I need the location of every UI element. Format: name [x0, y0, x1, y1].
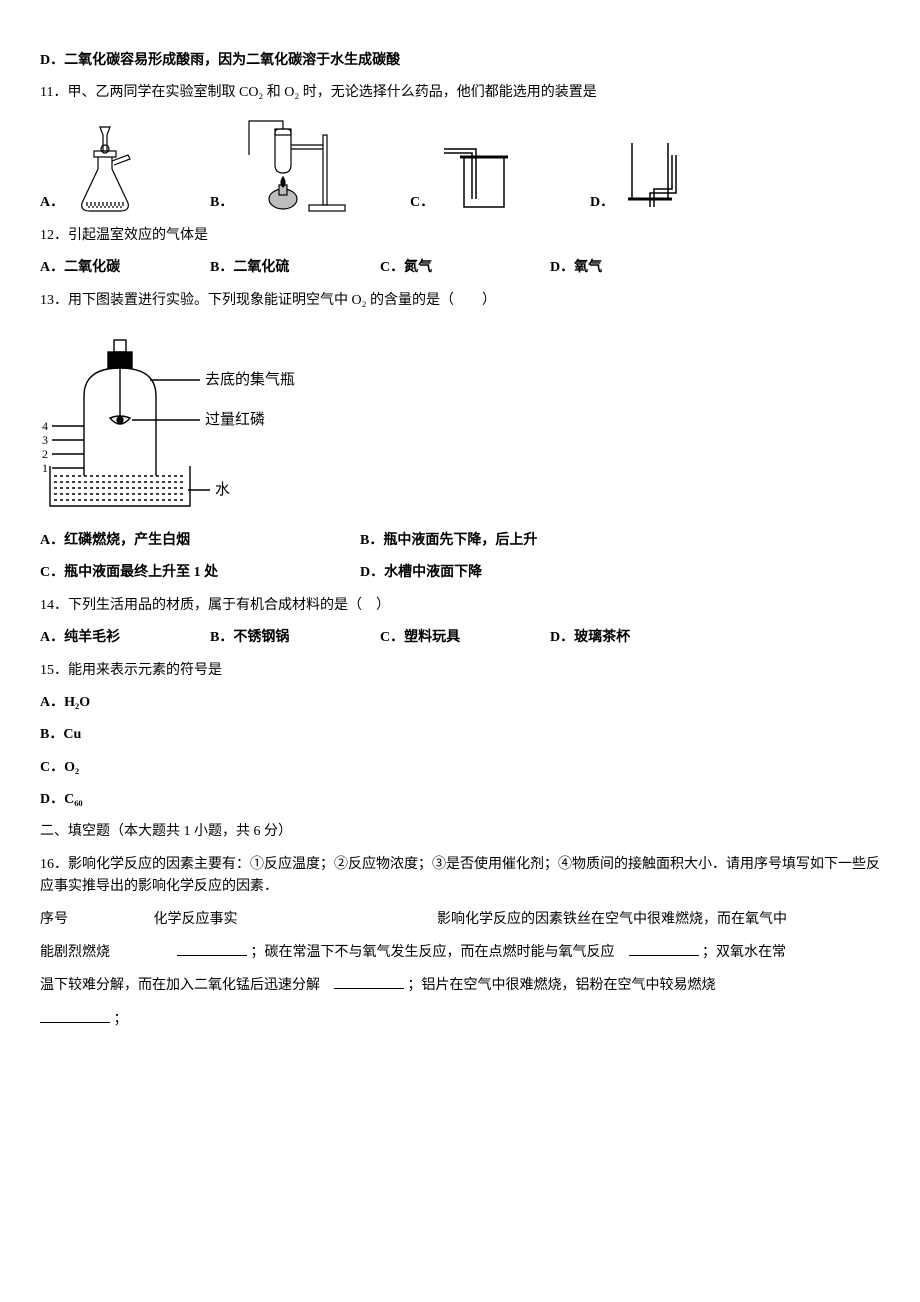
- q13-c: C．瓶中液面最终上升至 1 处: [40, 562, 360, 584]
- q13-options-row2: C．瓶中液面最终上升至 1 处 D．水槽中液面下降: [40, 562, 880, 584]
- q14-a: A．纯羊毛衫: [40, 627, 210, 649]
- q16-p4a: 温下较难分解，而在加入二氧化锰后迅速分解: [40, 978, 320, 993]
- q16-p5: ；: [40, 1008, 880, 1031]
- q15-stem: 15．能用来表示元素的符号是: [40, 660, 880, 682]
- q13-label-bottle: 去底的集气瓶: [205, 371, 295, 388]
- q13-a: A．红磷燃烧，产生白烟: [40, 530, 360, 552]
- q11-opt-b: B．: [210, 115, 400, 215]
- blank-2[interactable]: [629, 941, 699, 956]
- q16-p3c: ；双氧水在常: [702, 945, 786, 960]
- q16-p2: 序号 化学反应事实 影响化学反应的因素铁丝在空气中很难燃烧，而在氧气中: [40, 909, 880, 931]
- phosphorus-apparatus-icon: 4 3 2 1 去底的集气瓶 过量红磷 水: [40, 326, 300, 516]
- q13-stem: 13．用下图装置进行实验。下列现象能证明空气中 O₂ 的含量的是（ ）: [40, 290, 880, 312]
- q13-label-phosphorus: 过量红磷: [205, 411, 265, 428]
- blank-4[interactable]: [40, 1008, 110, 1023]
- q11-opt-a: A．: [40, 125, 200, 215]
- downward-collection-icon: [620, 135, 680, 215]
- q16-p3b: ；碳在常温下不与氧气发生反应，而在点燃时能与氧气反应: [251, 945, 615, 960]
- svg-text:3: 3: [42, 433, 48, 447]
- q11-stem: 11．甲、乙两同学在实验室制取 CO₂ 和 O₂ 时，无论选择什么药品，他们都能…: [40, 82, 880, 104]
- upward-collection-icon: [440, 145, 520, 215]
- q15-b: B．Cu: [40, 724, 880, 746]
- q14-d: D．玻璃茶杯: [550, 627, 720, 649]
- q15-a: A．H₂O: [40, 692, 880, 714]
- q11-c-label: C．: [410, 192, 434, 214]
- q15-d: D．C₆₀: [40, 789, 880, 811]
- q13-options-row1: A．红磷燃烧，产生白烟 B．瓶中液面先下降，后上升: [40, 530, 880, 552]
- flask-apparatus-icon: [70, 125, 140, 215]
- q11-options: A． B．: [40, 115, 880, 215]
- q14-c: C．塑料玩具: [380, 627, 550, 649]
- q14-options: A．纯羊毛衫 B．不锈钢锅 C．塑料玩具 D．玻璃茶杯: [40, 627, 880, 649]
- q14-b: B．不锈钢锅: [210, 627, 380, 649]
- q10-option-d: D．二氧化碳容易形成酸雨，因为二氧化碳溶于水生成碳酸: [40, 50, 880, 72]
- q12-stem: 12．引起温室效应的气体是: [40, 225, 880, 247]
- q13-b: B．瓶中液面先下降，后上升: [360, 530, 680, 552]
- svg-text:4: 4: [42, 419, 48, 433]
- q11-d-label: D．: [590, 192, 614, 214]
- q12-b: B．二氧化硫: [210, 257, 380, 279]
- blank-1[interactable]: [177, 941, 247, 956]
- q11-opt-c: C．: [410, 145, 580, 215]
- q12-c: C．氮气: [380, 257, 550, 279]
- q11-opt-d: D．: [590, 135, 680, 215]
- q15-c: C．O₂: [40, 757, 880, 779]
- q16-p3a: 能剧烈燃烧: [40, 945, 110, 960]
- heating-apparatus-icon: [239, 115, 349, 215]
- q16-p2a: 序号: [40, 909, 150, 931]
- q13-diagram: 4 3 2 1 去底的集气瓶 过量红磷 水: [40, 326, 880, 516]
- q16-p3: 能剧烈燃烧 ；碳在常温下不与氧气发生反应，而在点燃时能与氧气反应 ；双氧水在常: [40, 941, 880, 964]
- q12-d: D．氧气: [550, 257, 720, 279]
- q16-p4b: ；铝片在空气中很难燃烧，铝粉在空气中较易燃烧: [408, 978, 716, 993]
- q16-p1: 16．影响化学反应的因素主要有：①反应温度；②反应物浓度；③是否使用催化剂；④物…: [40, 854, 880, 899]
- q13-d: D．水槽中液面下降: [360, 562, 680, 584]
- q11-b-label: B．: [210, 192, 233, 214]
- q16-p5-text: ；: [114, 1012, 128, 1027]
- q12-a: A．二氧化碳: [40, 257, 210, 279]
- q12-options: A．二氧化碳 B．二氧化硫 C．氮气 D．氧气: [40, 257, 880, 279]
- q10d-text: D．二氧化碳容易形成酸雨，因为二氧化碳溶于水生成碳酸: [40, 53, 400, 68]
- svg-text:2: 2: [42, 447, 48, 461]
- q16-p2b: 化学反应事实: [154, 909, 434, 931]
- q16-p4: 温下较难分解，而在加入二氧化锰后迅速分解 ；铝片在空气中很难燃烧，铝粉在空气中较…: [40, 974, 880, 997]
- q13-label-water: 水: [215, 481, 230, 498]
- q16-p2c: 影响化学反应的因素铁丝在空气中很难燃烧，而在氧气中: [437, 912, 787, 927]
- svg-text:1: 1: [42, 461, 48, 475]
- q11-a-label: A．: [40, 192, 64, 214]
- blank-3[interactable]: [334, 974, 404, 989]
- section2-title: 二、填空题（本大题共 1 小题，共 6 分）: [40, 821, 880, 843]
- q14-stem: 14．下列生活用品的材质，属于有机合成材料的是（ ）: [40, 595, 880, 617]
